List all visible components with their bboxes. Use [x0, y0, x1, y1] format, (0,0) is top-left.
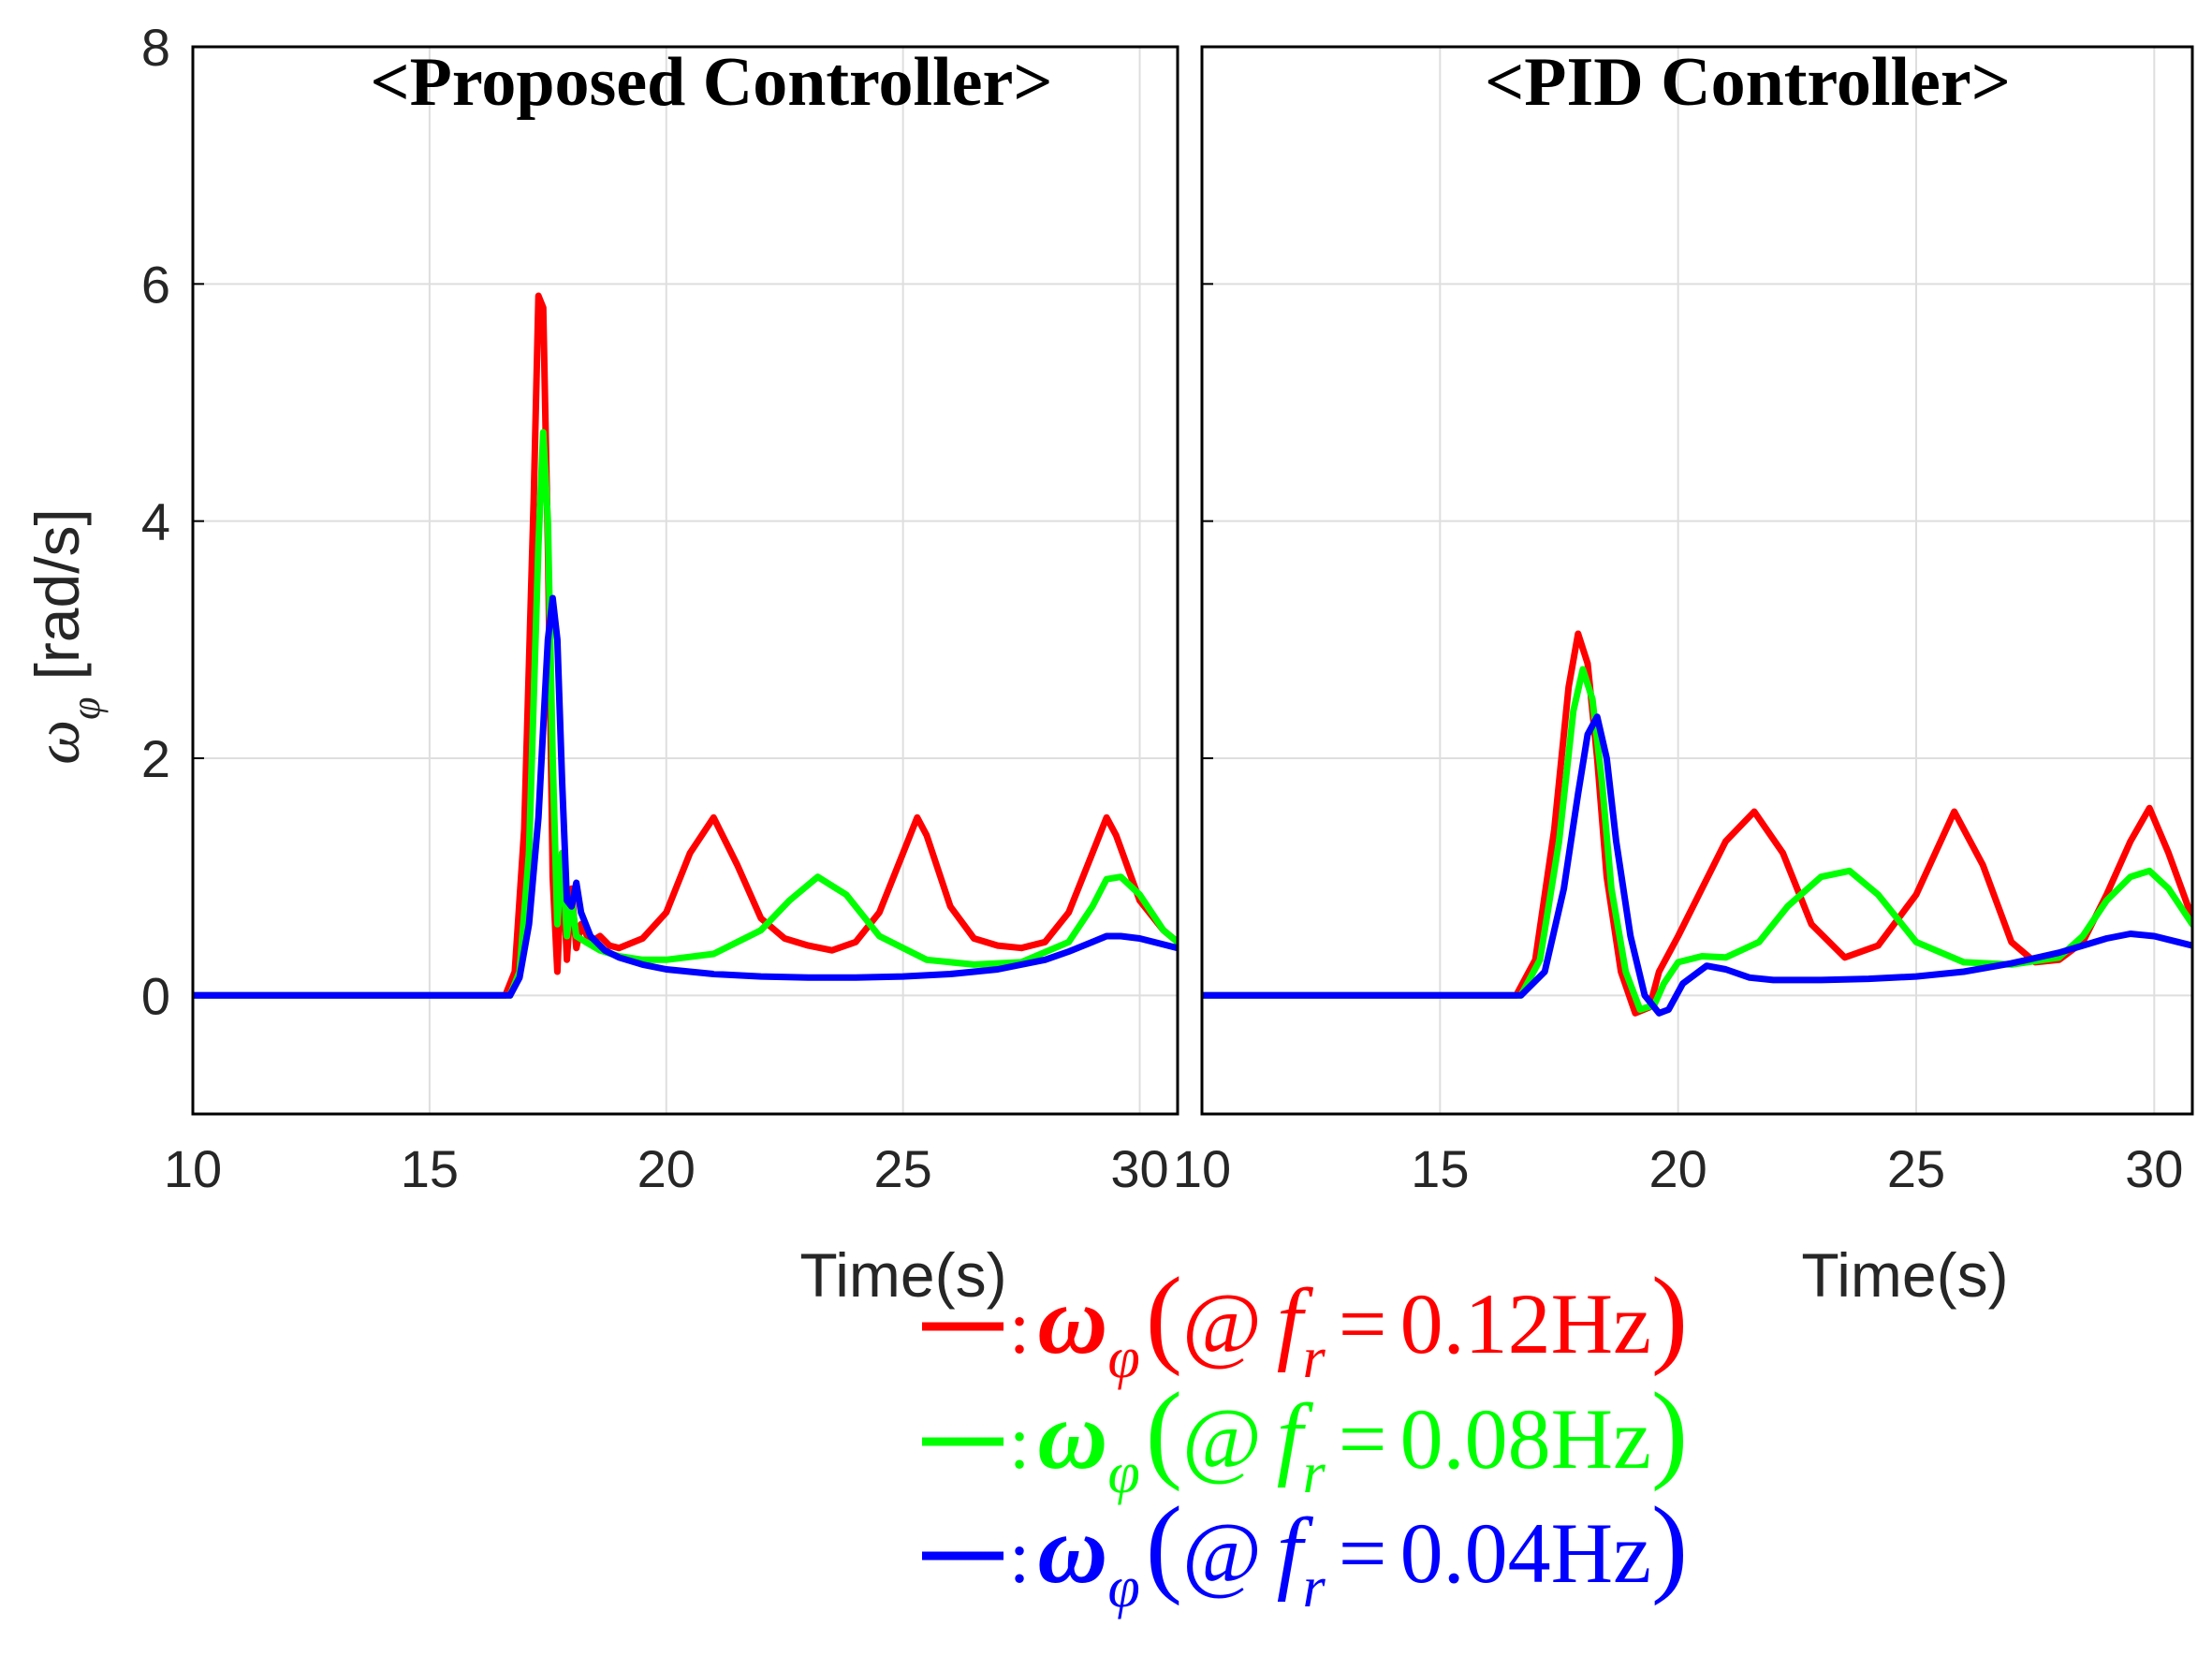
legend-value: 0.04Hz: [1400, 1505, 1651, 1601]
series-group: [193, 292, 1178, 999]
x-tick-labels: 10 15 20 25 30: [1173, 1139, 2184, 1198]
x-tick-label: 20: [637, 1139, 696, 1198]
legend-paren-open: (: [1146, 1370, 1182, 1492]
x-tick-label: 25: [1887, 1139, 1945, 1198]
x-tick-label: 30: [2125, 1139, 2183, 1198]
legend-symbol: ω: [1037, 1267, 1107, 1374]
legend-label: :ωφ(@ fr = 0.08Hz): [1009, 1370, 1688, 1505]
legend-paren-open: (: [1146, 1484, 1182, 1606]
legend-at: @: [1182, 1391, 1262, 1487]
legend-label: :ωφ(@ fr = 0.04Hz): [1009, 1484, 1688, 1619]
legend-subscript: φ: [1107, 1326, 1139, 1390]
chart-title: <Proposed Controller>: [370, 44, 1052, 121]
y-tick-label: 6: [141, 255, 170, 314]
proposed-controller-panel: 0 2 4 6 8 10 15 20 25 30 <Proposed Controller> T…: [141, 18, 1179, 1310]
pid-controller-panel: 10 15 20 25 30 <PID Controller> Time(s): [1173, 44, 2194, 1310]
legend-eq: =: [1339, 1391, 1387, 1487]
legend-paren-close: ): [1651, 1254, 1688, 1377]
legend-paren-close: ): [1651, 1370, 1688, 1492]
x-tick-label: 15: [401, 1139, 459, 1198]
legend-label: :ωφ(@ fr = 0.12Hz): [1009, 1254, 1688, 1390]
x-tick-label: 20: [1649, 1139, 1707, 1198]
x-tick-label: 25: [874, 1139, 932, 1198]
series-line-0.08Hz: [193, 429, 1178, 999]
legend-f-sub: r: [1303, 1556, 1326, 1619]
y-axis-label-unit: [rad/s]: [22, 508, 92, 680]
legend-value: 0.12Hz: [1400, 1276, 1651, 1371]
legend-item: :ωφ(@ fr = 0.08Hz): [922, 1370, 1688, 1505]
chart-title: <PID Controller>: [1485, 44, 2011, 121]
x-tick-label: 10: [1173, 1139, 1231, 1198]
y-axis-label-subscript: φ: [63, 697, 109, 720]
x-tick-labels: 10 15 20 25 30: [164, 1139, 1169, 1198]
y-axis-label: ωφ [rad/s]: [22, 508, 109, 765]
legend-subscript: φ: [1107, 1442, 1139, 1505]
x-tick-label: 10: [164, 1139, 222, 1198]
y-tick-label: 4: [141, 492, 170, 551]
x-tick-label: 30: [1110, 1139, 1168, 1198]
legend-paren-close: ): [1651, 1484, 1688, 1606]
legend-eq: =: [1339, 1276, 1387, 1371]
series-line-0.08Hz: [1202, 666, 2192, 1013]
legend: :ωφ(@ fr = 0.12Hz):ωφ(@ fr = 0.08Hz):ωφ(@ fr = 0.…: [922, 1254, 1688, 1619]
legend-f-sub: r: [1303, 1326, 1326, 1390]
x-axis-label: Time(s): [1801, 1240, 2008, 1310]
legend-symbol: ω: [1037, 1496, 1107, 1604]
legend-eq: =: [1339, 1505, 1387, 1601]
legend-item: :ωφ(@ fr = 0.12Hz): [922, 1254, 1688, 1390]
legend-sep: :: [1009, 1517, 1030, 1599]
legend-sep: :: [1009, 1402, 1030, 1485]
series-line-0.04Hz: [1202, 713, 2192, 1017]
legend-f-sub: r: [1303, 1442, 1326, 1505]
legend-paren-open: (: [1146, 1254, 1182, 1377]
series-line-0.04Hz: [193, 594, 1178, 999]
series-group: [1202, 630, 2192, 1017]
axes-frame: [191, 45, 1179, 1116]
x-tick-label: 15: [1411, 1139, 1469, 1198]
y-axis-label-symbol: ω: [22, 720, 93, 765]
legend-sep: :: [1009, 1287, 1030, 1370]
axes-frame: [1200, 45, 2194, 1116]
svg-text:ωφ[rad/s]: ωφ [rad/s]: [22, 508, 109, 765]
legend-at: @: [1182, 1505, 1262, 1601]
legend-value: 0.08Hz: [1400, 1391, 1651, 1487]
x-axis-label: Time(s): [799, 1240, 1006, 1310]
y-tick-labels: 0 2 4 6 8: [141, 18, 170, 1025]
y-tick-label: 0: [141, 966, 170, 1025]
legend-symbol: ω: [1037, 1382, 1107, 1489]
y-tick-label: 8: [141, 18, 170, 77]
y-tick-label: 2: [141, 729, 170, 788]
legend-at: @: [1182, 1276, 1262, 1371]
legend-subscript: φ: [1107, 1556, 1139, 1619]
plot-area: [1202, 47, 2192, 1114]
plot-area: [193, 47, 1178, 1114]
legend-item: :ωφ(@ fr = 0.04Hz): [922, 1484, 1688, 1619]
